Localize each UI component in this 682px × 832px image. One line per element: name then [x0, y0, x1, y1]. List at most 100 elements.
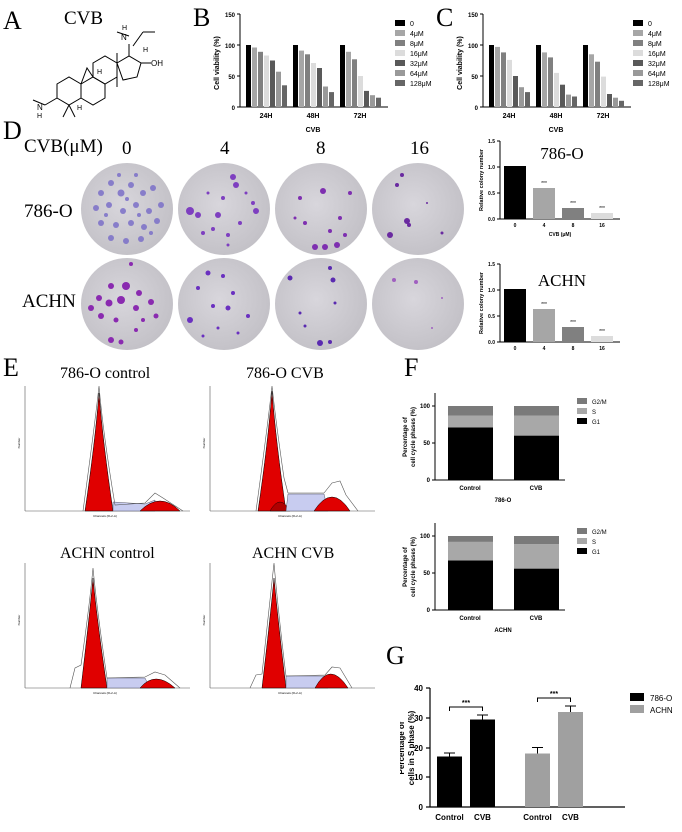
svg-text:G2/M: G2/M — [592, 530, 607, 536]
svg-text:1.0: 1.0 — [488, 165, 495, 171]
svg-text:4μM: 4μM — [648, 31, 662, 38]
c-ytick-100: 100 — [468, 44, 479, 50]
cvb-structure: N H H OH H N H H — [32, 25, 163, 120]
svg-text:G2/M: G2/M — [592, 400, 607, 406]
svg-text:1.5: 1.5 — [488, 139, 495, 145]
svg-text:Control: Control — [435, 813, 463, 822]
histogram-achn-control: Number Channels (FL2-A) — [17, 563, 190, 695]
svg-text:Number: Number — [17, 615, 21, 626]
chart-c-bars — [489, 45, 624, 107]
svg-text:32μM: 32μM — [648, 61, 666, 68]
chart-f-achn-legend: G2/M S G1 — [577, 528, 607, 556]
panel-c-letter: C — [436, 3, 454, 32]
row-label-786o: 786-O — [24, 201, 73, 222]
svg-text:***: *** — [462, 700, 470, 707]
c-xlabel: CVB — [549, 127, 564, 133]
col-label-4: 4 — [220, 138, 230, 159]
svg-text:0: 0 — [514, 223, 517, 229]
panel-b-letter: B — [193, 3, 211, 32]
hist-title-786o-control: 786-O control — [60, 365, 151, 382]
svg-text:Control: Control — [523, 813, 551, 822]
b-xlabel: CVB — [306, 127, 321, 133]
svg-text:Number: Number — [17, 438, 21, 449]
c-ylabel: Cell viability (%) — [457, 36, 464, 90]
svg-text:1.0: 1.0 — [488, 288, 495, 294]
svg-text:128μM: 128μM — [648, 81, 670, 88]
colony-dish-achn-4 — [178, 258, 270, 350]
d-786o-title: 786-O — [540, 144, 583, 163]
colony-dish-786o-16 — [372, 163, 464, 255]
histogram-achn-cvb: Number Channels (FL2-A) — [202, 562, 375, 695]
svg-text:16μM: 16μM — [410, 51, 428, 58]
svg-text:Channels (FL2-A): Channels (FL2-A) — [93, 514, 117, 518]
svg-text:1.5: 1.5 — [488, 262, 495, 268]
svg-text:16: 16 — [599, 346, 605, 352]
compound-title: CVB — [64, 8, 104, 29]
svg-text:CVB: CVB — [474, 813, 491, 822]
b-xtick-24h: 24H — [260, 113, 273, 120]
svg-text:0: 0 — [427, 478, 431, 484]
colony-dish-786o-4 — [178, 163, 270, 255]
svg-text:CVB: CVB — [530, 486, 543, 492]
svg-text:***: *** — [541, 181, 547, 187]
svg-text:0.0: 0.0 — [488, 217, 495, 223]
svg-text:8μM: 8μM — [648, 41, 662, 48]
svg-text:64μM: 64μM — [410, 71, 428, 78]
svg-text:0.5: 0.5 — [488, 191, 495, 197]
c-xtick-72h: 72H — [597, 113, 610, 120]
hist-title-achn-control: ACHN control — [60, 545, 155, 562]
svg-text:20: 20 — [414, 744, 423, 753]
panel-g-letter: G — [386, 641, 405, 670]
b-ytick-150: 150 — [225, 13, 236, 19]
svg-text:786-O: 786-O — [495, 498, 512, 504]
mol-label-n: N — [121, 33, 127, 42]
svg-text:Number: Number — [202, 615, 206, 626]
chart-d-achn: 1.5 1.0 0.5 0.0 Relative colony number A… — [479, 262, 620, 352]
svg-text:0: 0 — [410, 21, 414, 28]
svg-text:CVB: CVB — [562, 813, 579, 822]
svg-text:Channels (FL2-A): Channels (FL2-A) — [278, 514, 302, 518]
svg-text:0.5: 0.5 — [488, 314, 495, 320]
svg-text:4μM: 4μM — [410, 31, 424, 38]
b-ylabel: Cell viability (%) — [214, 36, 221, 90]
panel-a-letter: A — [3, 6, 22, 35]
svg-text:CVB: CVB — [530, 616, 543, 622]
hist-title-786o-cvb: 786-O CVB — [246, 365, 324, 382]
svg-text:16: 16 — [599, 223, 605, 229]
panel-d-letter: D — [3, 116, 22, 145]
b-xtick-72h: 72H — [354, 113, 367, 120]
svg-text:64μM: 64μM — [648, 71, 666, 78]
col-label-16: 16 — [410, 138, 429, 159]
colony-dish-786o-8 — [275, 163, 367, 255]
svg-text:G1: G1 — [592, 420, 601, 426]
chart-b-bars — [246, 45, 381, 107]
svg-text:16μM: 16μM — [648, 51, 666, 58]
chart-b: 150 100 50 0 Cell viability (%) 24H 48H … — [214, 13, 432, 133]
b-ytick-0: 0 — [232, 106, 236, 112]
svg-text:4: 4 — [543, 223, 546, 229]
mol-label-nh: H — [122, 25, 127, 32]
svg-text:Control: Control — [459, 486, 481, 492]
cvb-concentration-header: CVB(μM) — [24, 136, 103, 157]
chart-g: 40 30 20 10 0 Percentage ofcells in S ph… — [400, 684, 673, 822]
mol-label-h-left: H — [37, 113, 42, 120]
svg-text:***: *** — [570, 320, 576, 326]
col-label-8: 8 — [316, 138, 326, 159]
d-786o-ylabel: Relative colony number — [479, 148, 485, 211]
svg-text:32μM: 32μM — [410, 61, 428, 68]
svg-text:50: 50 — [423, 571, 430, 577]
svg-text:8: 8 — [572, 223, 575, 229]
hist-title-achn-cvb: ACHN CVB — [252, 545, 335, 562]
svg-text:0: 0 — [419, 803, 424, 812]
c-ytick-150: 150 — [468, 13, 479, 19]
chart-g-legend: 786-O ACHN — [630, 693, 673, 715]
row-label-achn: ACHN — [22, 291, 76, 312]
svg-text:ACHN: ACHN — [650, 706, 673, 715]
chart-d-786o: 1.5 1.0 0.5 0.0 Relative colony number 7… — [479, 139, 620, 237]
mol-label-oh: OH — [151, 59, 163, 68]
chart-c-legend: 0 4μM 8μM 16μM 32μM 64μM 128μM — [633, 20, 670, 88]
d-786o-xlabel: CVB (μM) — [549, 232, 572, 237]
chart-f-786o: 100 50 0 Percentage of cell cycle phases … — [403, 393, 607, 504]
svg-text:128μM: 128μM — [410, 81, 432, 88]
b-ytick-50: 50 — [228, 75, 235, 81]
